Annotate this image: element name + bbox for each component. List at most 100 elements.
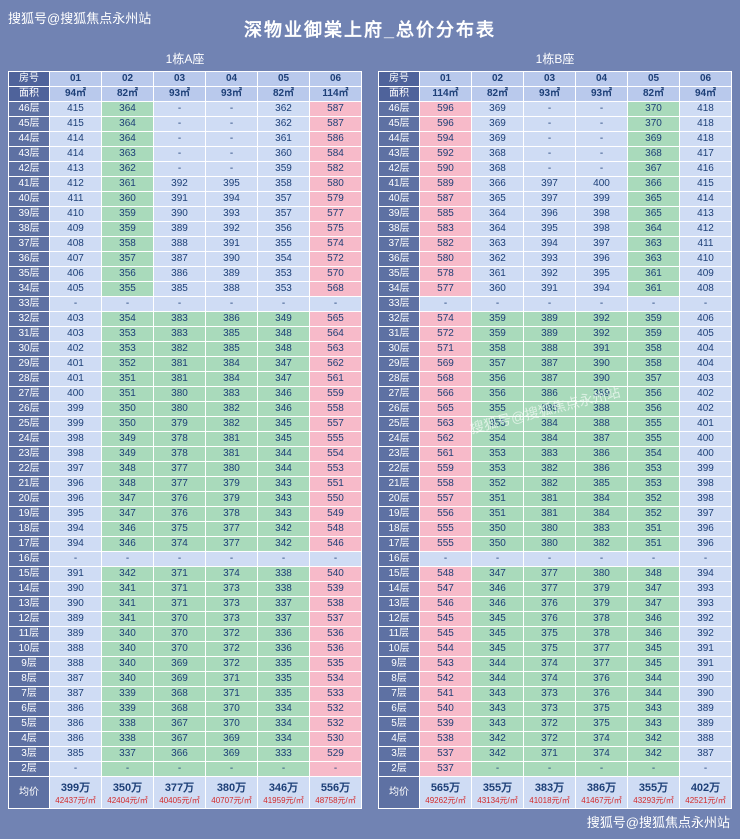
price-cell: 336 — [257, 641, 310, 657]
price-cell: 383 — [523, 446, 576, 462]
price-cell: 400 — [575, 176, 628, 192]
price-cell: 371 — [205, 671, 258, 687]
price-cell: 386 — [575, 446, 628, 462]
price-cell: 373 — [205, 581, 258, 597]
price-cell: 338 — [257, 581, 310, 597]
price-cell: 406 — [679, 311, 732, 327]
price-cell: - — [257, 761, 310, 777]
price-cell: 335 — [257, 656, 310, 672]
price-cell: 569 — [419, 356, 472, 372]
price-cell: 382 — [523, 461, 576, 477]
price-cell: - — [101, 296, 154, 312]
floor-row: 31层 572 359 389 392 359 405 — [378, 326, 732, 342]
floor-label: 29层 — [8, 356, 50, 372]
floor-label: 8层 — [378, 671, 420, 687]
floor-row: 10层 388 340 370 372 336 536 — [8, 641, 362, 657]
price-cell: 555 — [419, 536, 472, 552]
price-cell: 537 — [419, 746, 472, 762]
column-header: 06 — [309, 71, 362, 87]
floor-row: 28层 568 356 387 390 357 403 — [378, 371, 732, 387]
floor-label: 16层 — [8, 551, 50, 567]
floor-row: 39层 585 364 396 398 365 413 — [378, 206, 732, 222]
price-cell: 575 — [309, 221, 362, 237]
column-header: 03 — [523, 71, 576, 87]
price-cell: 376 — [523, 596, 576, 612]
floor-row: 20层 557 351 381 384 352 398 — [378, 491, 732, 507]
price-cell: 345 — [627, 641, 680, 657]
average-cell: 377万 40405元/㎡ — [153, 776, 206, 809]
price-cell: 414 — [49, 131, 102, 147]
price-cell: 394 — [575, 281, 628, 297]
price-cell: 341 — [101, 581, 154, 597]
price-cell: 537 — [419, 761, 472, 777]
floor-label: 40层 — [378, 191, 420, 207]
price-cell: - — [523, 101, 576, 117]
floor-label: 5层 — [378, 716, 420, 732]
price-cell: 364 — [627, 221, 680, 237]
floor-label: 18层 — [8, 521, 50, 537]
floor-row: 27层 566 356 386 389 356 402 — [378, 386, 732, 402]
price-cell: - — [523, 161, 576, 177]
price-cell: 346 — [627, 611, 680, 627]
price-cell: 385 — [49, 746, 102, 762]
price-cell: 563 — [419, 416, 472, 432]
floor-label: 27层 — [378, 386, 420, 402]
price-cell: 388 — [679, 731, 732, 747]
floor-label: 33层 — [378, 296, 420, 312]
floor-row: 26层 565 355 385 388 356 402 — [378, 401, 732, 417]
price-cell: 345 — [471, 611, 524, 627]
price-cell: 348 — [627, 566, 680, 582]
price-cell: 390 — [49, 596, 102, 612]
price-cell: 582 — [309, 161, 362, 177]
price-cell: 370 — [627, 101, 680, 117]
price-cell: 344 — [627, 686, 680, 702]
price-cell: 348 — [101, 461, 154, 477]
price-cell: 382 — [205, 401, 258, 417]
price-cell: 404 — [679, 356, 732, 372]
price-cell: 563 — [309, 341, 362, 357]
price-cell: 558 — [419, 476, 472, 492]
price-cell: - — [419, 551, 472, 567]
price-cell: 409 — [679, 266, 732, 282]
price-cell: - — [523, 146, 576, 162]
floor-row: 15层 391 342 371 374 338 540 — [8, 566, 362, 582]
price-cell: 393 — [523, 251, 576, 267]
price-cell: 401 — [679, 416, 732, 432]
price-cell: 342 — [627, 731, 680, 747]
price-cell: 380 — [205, 461, 258, 477]
price-cell: 533 — [309, 686, 362, 702]
floor-row: 41层 589 366 397 400 366 415 — [378, 176, 732, 192]
price-cell: 389 — [49, 611, 102, 627]
price-cell: - — [627, 761, 680, 777]
price-cell: 352 — [627, 506, 680, 522]
price-cell: 398 — [49, 446, 102, 462]
price-cell: 378 — [575, 626, 628, 642]
price-cell: - — [153, 551, 206, 567]
price-cell: 396 — [523, 206, 576, 222]
average-total-price: 383万 — [534, 782, 565, 794]
average-total-price: 386万 — [586, 782, 617, 794]
price-cell: - — [257, 551, 310, 567]
floor-label: 23层 — [8, 446, 50, 462]
price-cell: 370 — [153, 611, 206, 627]
price-cell: 377 — [575, 641, 628, 657]
price-cell: 341 — [101, 596, 154, 612]
price-cell: - — [471, 296, 524, 312]
column-header: 02 — [471, 71, 524, 87]
floor-row: 30层 402 353 382 385 348 563 — [8, 341, 362, 357]
price-cell: 353 — [471, 461, 524, 477]
price-cell: 389 — [679, 716, 732, 732]
price-cell: 545 — [419, 626, 472, 642]
price-cell: 570 — [309, 266, 362, 282]
price-cell: - — [205, 131, 258, 147]
average-cell: 386万 41467元/㎡ — [575, 776, 628, 809]
floor-label: 2层 — [8, 761, 50, 777]
floor-row: 44层 594 369- -369 418 — [378, 131, 732, 147]
price-cell: 392 — [153, 176, 206, 192]
price-cell: 387 — [575, 431, 628, 447]
price-cell: 406 — [49, 266, 102, 282]
floor-label: 44层 — [8, 131, 50, 147]
price-cell: 353 — [101, 326, 154, 342]
average-unit-price: 48758元/㎡ — [315, 796, 356, 805]
price-cell: 353 — [627, 476, 680, 492]
